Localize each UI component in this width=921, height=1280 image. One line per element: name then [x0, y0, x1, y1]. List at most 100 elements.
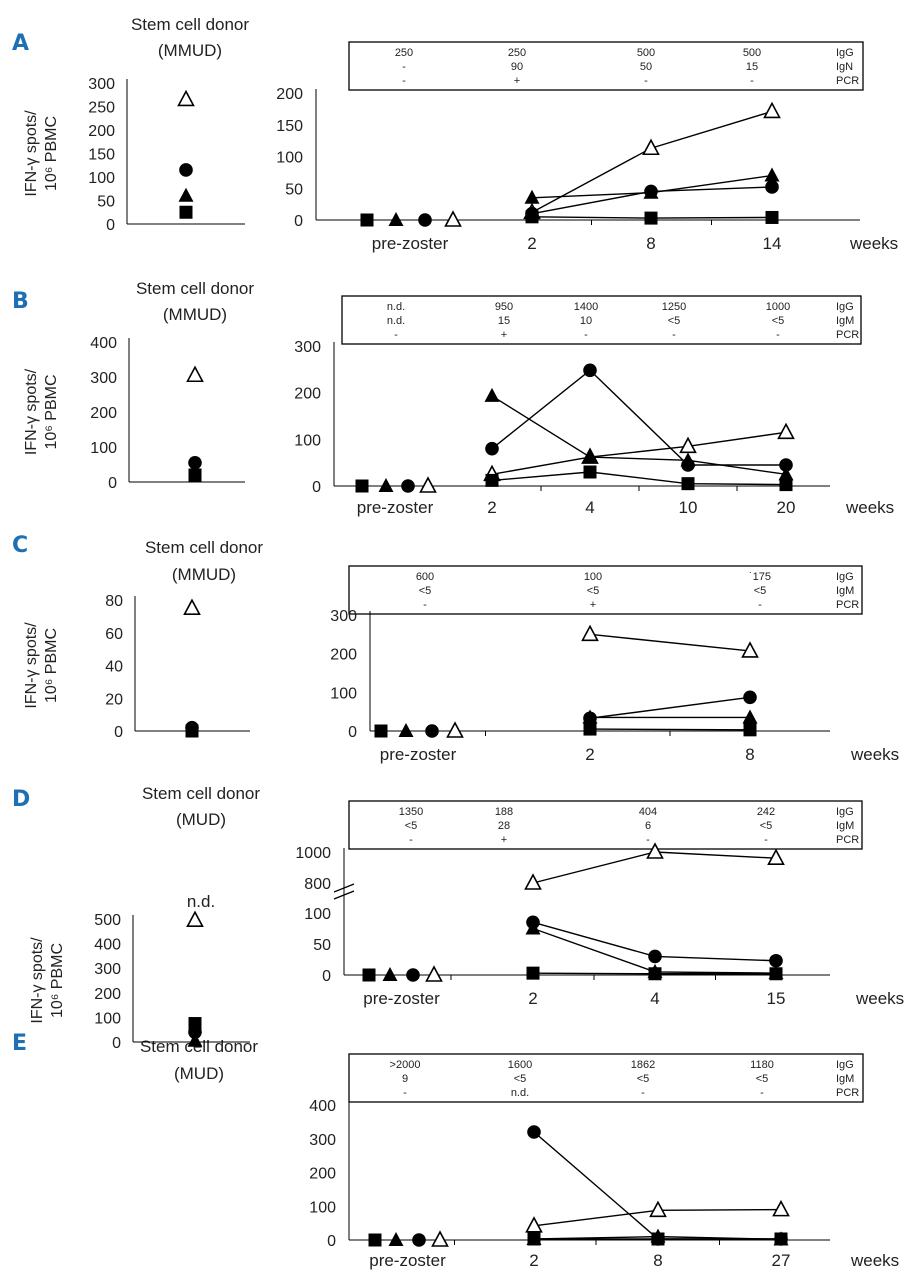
- serology-cell: 1000: [766, 301, 790, 313]
- series-square: [525, 210, 779, 225]
- data-point: [651, 1232, 665, 1246]
- pre-zoster-point-triangle: [398, 723, 414, 737]
- serology-row-label: PCR: [836, 75, 859, 87]
- donor-point-circle: [188, 1025, 202, 1039]
- panel-letter: D: [12, 787, 30, 812]
- main-y-tick-label: 200: [309, 1166, 336, 1183]
- data-point: [779, 478, 793, 492]
- donor-point-triangle-open: [183, 598, 201, 615]
- pre-zoster-point-circle: [418, 213, 432, 227]
- donor-point-triangle-open: [186, 365, 204, 383]
- data-point: [484, 387, 500, 402]
- donor-not-determined: n.d.: [187, 892, 215, 911]
- data-point: [742, 709, 758, 724]
- donor-point-triangle-open: [186, 910, 204, 928]
- data-point: [582, 449, 598, 464]
- serology-cell: 15: [746, 61, 758, 73]
- main-chart: 0 100 200 300 pre-zoster 2 4 10 20 weeks: [294, 339, 894, 517]
- serology-row-label: PCR: [836, 599, 859, 611]
- serology-cell: 250: [508, 47, 526, 59]
- serology-cell: <5: [587, 585, 600, 597]
- series-square: [527, 1232, 788, 1246]
- donor-subtitle: (MMUD): [163, 305, 227, 324]
- serology-row-label: PCR: [836, 1087, 859, 1099]
- series-line: [491, 471, 787, 486]
- serology-row-label: IgM: [836, 820, 854, 832]
- donor-y-tick-label: 0: [112, 1035, 121, 1052]
- serology-cell: +: [514, 75, 520, 87]
- serology-row-label: IgG: [836, 806, 854, 818]
- series-circle: [526, 915, 783, 968]
- serology-table: 250 250 500 500 IgG - 90 50 15 IgN - + - - PCR: [348, 41, 864, 91]
- serology-cell: +: [501, 834, 507, 846]
- pre-zoster-point-circle: [425, 724, 439, 738]
- serology-cell: -: [409, 834, 413, 846]
- donor-y-tick-label: 500: [94, 912, 121, 929]
- serology-cell: 950: [495, 301, 513, 313]
- data-point: [525, 210, 539, 224]
- serology-cell: 500: [743, 47, 761, 59]
- data-point: [642, 138, 660, 156]
- panel-d: D Stem cell donor (MUD) n.d. 1350 188 404 242 Ig…: [12, 784, 904, 1008]
- donor-title: Stem cell donor: [142, 784, 260, 803]
- series-square: [526, 966, 783, 981]
- data-point: [527, 1232, 541, 1246]
- series-triangle-open: [524, 842, 785, 890]
- serology-box: [348, 565, 863, 615]
- x-label: 2: [528, 989, 537, 1008]
- series-line: [491, 395, 787, 476]
- data-point: [765, 210, 779, 224]
- series-line: [491, 369, 786, 466]
- data-point: [648, 967, 662, 981]
- serology-cell: +: [590, 599, 596, 611]
- panel-letter: C: [12, 533, 28, 558]
- serology-cell: -: [402, 75, 406, 87]
- donor-title: Stem cell donor: [145, 538, 263, 557]
- serology-box: [341, 295, 862, 345]
- main-y-tick-label: 150: [276, 118, 303, 135]
- data-point: [649, 1200, 667, 1218]
- serology-cell: n.d.: [387, 301, 405, 313]
- donor-y-label-line1: IFN-γ spots/: [23, 622, 40, 709]
- serology-cell: 50: [640, 61, 652, 73]
- data-point: [764, 167, 780, 182]
- data-point: [774, 1232, 788, 1246]
- x-label: 2: [527, 234, 536, 253]
- donor-y-label: IFN-γ spots/10⁶ PBMC: [23, 110, 60, 197]
- data-point: [769, 953, 783, 968]
- main-y-tick-label: 0: [322, 968, 331, 985]
- serology-cell: -: [776, 329, 780, 341]
- serology-cell: -: [644, 75, 648, 87]
- pre-zoster-point-square: [374, 724, 388, 738]
- serology-cell: -: [646, 834, 650, 846]
- pre-zoster-point-square: [362, 968, 376, 982]
- x-label: 20: [777, 498, 796, 517]
- data-point: [583, 363, 597, 378]
- data-point: [769, 967, 783, 981]
- serology-row-label: IgG: [836, 1059, 854, 1071]
- serology-cell: n.d.: [511, 1087, 529, 1099]
- serology-row-label: PCR: [836, 834, 859, 846]
- serology-cell: 1250: [662, 301, 686, 313]
- donor-y-label-line2: 10⁶ PBMC: [43, 374, 60, 449]
- serology-cell: 15: [498, 315, 510, 327]
- donor-y-label-line2: 10⁶ PBMC: [49, 943, 66, 1018]
- donor-y-tick-label: 400: [90, 335, 117, 352]
- serology-table: 600 100 ˙175 IgG <5 <5 <5 IgM - + - PCR: [348, 565, 863, 615]
- serology-cell: <5: [772, 315, 785, 327]
- donor-y-tick-label: 100: [94, 1010, 121, 1027]
- data-point: [681, 477, 695, 491]
- x-label-pre-zoster: pre-zoster: [357, 498, 434, 517]
- serology-cell: -: [760, 1087, 764, 1099]
- donor-point-square: [188, 468, 202, 482]
- donor-chart: 0 100 200 300 400 IFN-γ spots/10⁶ PBMC: [23, 335, 245, 492]
- series-line: [491, 431, 787, 476]
- series-line: [589, 633, 751, 652]
- serology-cell: -: [641, 1087, 645, 1099]
- pre-zoster-point-triangle-open: [444, 210, 462, 227]
- donor-y-tick-label: 100: [88, 170, 115, 187]
- donor-point-triangle-open: [177, 89, 195, 107]
